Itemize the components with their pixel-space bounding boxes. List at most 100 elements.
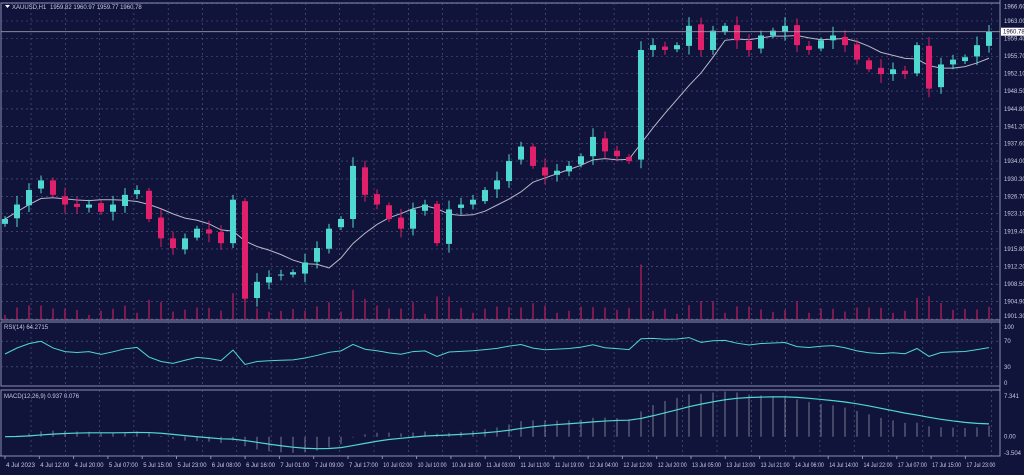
time-axis-label: 7 Jul 09:00 (315, 463, 345, 469)
candle-bullish (290, 272, 296, 275)
volume-bar (724, 312, 726, 320)
volume-bar (292, 308, 294, 320)
volume-bar (352, 289, 354, 320)
volume-bar (496, 306, 498, 320)
candle-bullish (722, 25, 728, 33)
candle-bearish (602, 138, 608, 152)
candle-bullish (962, 57, 968, 62)
volume-bar (604, 307, 606, 320)
price-axis-label: 1955.70 (1004, 54, 1024, 60)
candle-bearish (626, 156, 632, 162)
candle-bearish (386, 205, 392, 220)
time-axis-label: 11 Jul 19:00 (555, 463, 585, 469)
candle-bullish (134, 190, 140, 195)
time-axis-label: 17 Jul 15:00 (932, 463, 962, 469)
candle-bullish (674, 45, 680, 50)
volume-bar (16, 307, 18, 320)
candle-bullish (26, 190, 32, 206)
volume-bar (880, 307, 882, 320)
candle-bullish (350, 165, 356, 220)
volume-bar (340, 311, 342, 320)
volume-bar (964, 308, 966, 320)
volume-bar (28, 305, 30, 320)
volume-bar (628, 307, 630, 320)
macd-label: MACD(12,26,9) 0.937 0.076 (4, 394, 80, 400)
candle-bullish (770, 30, 776, 36)
candle-bullish (950, 59, 956, 65)
candle-bearish (878, 67, 884, 75)
volume-bar (484, 308, 486, 320)
volume-bar (736, 306, 738, 320)
candle-bearish (614, 150, 620, 157)
candle-bullish (410, 209, 416, 229)
volume-bar (892, 312, 894, 320)
candle-bullish (578, 156, 584, 165)
volume-bar (160, 302, 162, 320)
candle-bullish (818, 40, 824, 49)
volume-bar (220, 310, 222, 320)
candle-bullish (86, 204, 92, 208)
time-axis-label: 4 Jul 12:00 (40, 463, 70, 469)
time-axis-label: 11 Jul 11:00 (521, 463, 551, 469)
volume-bar (424, 313, 426, 320)
candle-bullish (230, 199, 236, 244)
triangle-down-icon[interactable] (5, 5, 10, 8)
main-price-pane (0, 2, 1001, 321)
candle-bullish (278, 274, 284, 276)
candle-bearish (434, 203, 440, 244)
volume-bar (196, 307, 198, 320)
candle-bullish (938, 64, 944, 88)
candle-bullish (506, 161, 512, 182)
volume-bar (688, 305, 690, 320)
time-axis-label: 14 Jul 14:00 (829, 463, 859, 469)
moving-average-line (4, 34, 990, 269)
time-axis-label: 5 Jul 23:00 (178, 463, 208, 469)
volume-bar (124, 305, 126, 320)
volume-bar (784, 309, 786, 320)
candle-bullish (758, 35, 764, 49)
time-axis-label: 14 Jul 22:00 (864, 463, 894, 469)
price-axis-label: 1944.80 (1004, 107, 1024, 113)
volume-bar (316, 306, 318, 320)
volume-bar (280, 310, 282, 320)
volume-bar (400, 308, 402, 320)
candle-bearish (662, 46, 668, 50)
volume-bar (988, 306, 990, 320)
candle-bearish (158, 217, 164, 239)
volume-bar (940, 303, 942, 320)
volume-bar (616, 309, 618, 320)
candle-bearish (206, 229, 212, 234)
volume-bar (136, 312, 138, 320)
volume-bar (664, 308, 666, 320)
time-axis-label: 10 Jul 18:00 (452, 463, 482, 469)
volume-bar (76, 309, 78, 320)
candle-bearish (806, 45, 812, 50)
price-axis-label: 1915.80 (1004, 247, 1024, 253)
candle-bearish (146, 190, 152, 220)
candle-bullish (914, 45, 920, 74)
candle-bullish (302, 262, 308, 274)
candle-bullish (182, 238, 188, 250)
time-axis-label: 4 Jul 2023 (6, 463, 36, 469)
candle-bearish (926, 45, 932, 89)
volume-bar (148, 299, 150, 320)
volume-bar (268, 311, 270, 320)
volume-bar (364, 298, 366, 320)
time-axis-label: 5 Jul 15:00 (143, 463, 173, 469)
candle-bearish (74, 203, 80, 207)
rsi-axis-label: 30 (1004, 365, 1011, 371)
candle-bearish (362, 167, 368, 195)
candle-bullish (194, 228, 200, 238)
candle-bullish (710, 30, 716, 50)
candle-bearish (242, 201, 248, 299)
volume-bar (844, 311, 846, 320)
time-axis-label: 4 Jul 20:00 (75, 463, 105, 469)
time-axis-label: 12 Jul 12:00 (623, 463, 653, 469)
volume-bar (904, 310, 906, 320)
rsi-axis-label: 100 (1004, 325, 1015, 331)
volume-bar (472, 312, 474, 320)
macd-axis-label: 7.341 (1004, 394, 1020, 400)
time-axis-label: 6 Jul 08:00 (212, 463, 242, 469)
